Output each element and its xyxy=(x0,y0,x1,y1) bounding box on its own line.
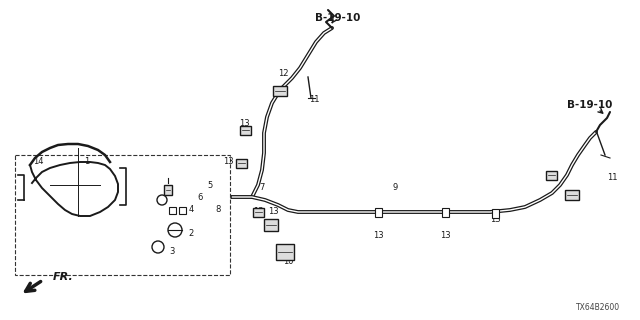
Text: 13: 13 xyxy=(268,207,278,217)
Text: 12: 12 xyxy=(278,68,288,77)
Text: 6: 6 xyxy=(197,194,203,203)
Text: 10: 10 xyxy=(283,258,293,267)
Text: 2: 2 xyxy=(188,228,194,237)
Text: 14: 14 xyxy=(33,157,44,166)
Text: B-19-10: B-19-10 xyxy=(316,13,361,23)
Bar xyxy=(492,209,499,218)
Bar xyxy=(264,219,278,231)
Bar xyxy=(179,206,186,213)
Bar xyxy=(236,158,246,167)
Text: 11: 11 xyxy=(607,173,617,182)
Bar xyxy=(168,206,175,213)
Bar xyxy=(276,244,294,260)
Text: TX64B2600: TX64B2600 xyxy=(576,303,620,312)
Bar xyxy=(253,207,264,217)
Text: 9: 9 xyxy=(392,183,397,193)
Text: 5: 5 xyxy=(207,180,212,189)
Text: B-19-10: B-19-10 xyxy=(567,100,612,110)
Text: 13: 13 xyxy=(223,157,234,166)
Text: 8: 8 xyxy=(215,205,221,214)
Bar xyxy=(239,125,250,134)
Text: 13: 13 xyxy=(239,118,250,127)
Text: 14: 14 xyxy=(265,223,275,233)
Text: 3: 3 xyxy=(170,247,175,257)
Text: 13: 13 xyxy=(253,207,263,217)
Text: 11: 11 xyxy=(308,95,319,105)
Text: 13: 13 xyxy=(490,215,500,225)
Bar xyxy=(273,86,287,96)
Text: 12: 12 xyxy=(567,190,577,199)
Bar xyxy=(442,207,449,217)
Text: 13: 13 xyxy=(372,230,383,239)
Bar xyxy=(565,190,579,200)
Text: 4: 4 xyxy=(188,205,194,214)
Bar xyxy=(545,171,557,180)
Text: 13: 13 xyxy=(547,171,557,180)
Text: 13: 13 xyxy=(440,230,451,239)
Text: 7: 7 xyxy=(259,183,265,193)
Bar xyxy=(374,207,381,217)
Bar xyxy=(164,185,172,195)
Text: 1: 1 xyxy=(84,157,90,166)
Text: FR.: FR. xyxy=(53,272,74,282)
Bar xyxy=(15,155,230,275)
